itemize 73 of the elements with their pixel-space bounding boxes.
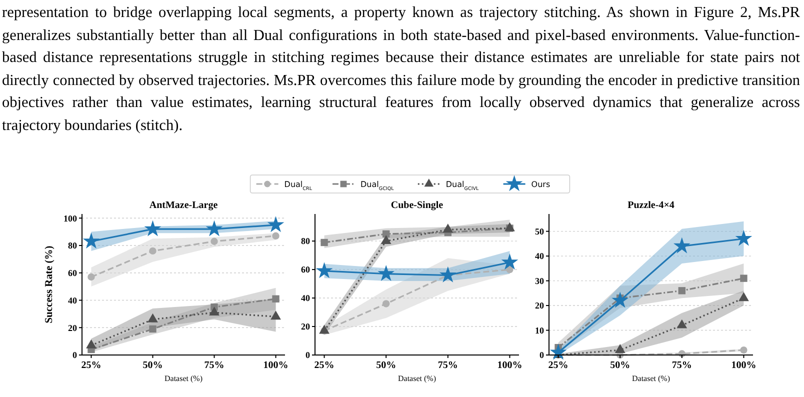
x-tick-label: 25% [548, 360, 568, 371]
x-tick-label: 25% [314, 360, 334, 371]
x-axis-title: Dataset (%) [164, 374, 203, 383]
legend-label: Ours [531, 180, 550, 189]
point [319, 324, 330, 334]
point [209, 306, 220, 316]
y-tick-label: 20 [68, 322, 78, 333]
point [82, 232, 100, 249]
point [612, 292, 629, 308]
point [316, 262, 333, 278]
point [149, 247, 156, 255]
point [149, 325, 156, 333]
point [378, 264, 395, 281]
y-tick-label: 50 [535, 226, 544, 236]
point [144, 220, 162, 236]
point [210, 238, 218, 245]
point [320, 238, 328, 246]
y-tick-label: 100 [64, 213, 78, 224]
chart-title: Puzzle-4×4 [628, 200, 674, 211]
y-tick-label: 0 [306, 350, 310, 360]
x-tick-label: 75% [438, 360, 458, 371]
y-tick-label: 40 [535, 251, 544, 262]
point [501, 254, 518, 270]
y-tick-label: 60 [68, 268, 78, 278]
point [442, 224, 454, 233]
x-tick-label: 50% [610, 360, 630, 371]
point [673, 237, 690, 254]
chart-title: AntMaze-Large [149, 200, 218, 211]
point [504, 222, 515, 232]
point [382, 300, 390, 308]
x-tick-label: 100% [497, 360, 522, 371]
y-tick-label: 80 [301, 236, 310, 246]
point [267, 216, 284, 232]
point [88, 273, 95, 281]
point [735, 230, 752, 246]
y-tick-label: 20 [535, 300, 544, 311]
point [86, 339, 96, 348]
y-tick-label: 40 [301, 293, 310, 304]
point [439, 266, 456, 282]
point [614, 344, 626, 354]
point [270, 310, 281, 320]
y-tick-label: 60 [301, 264, 310, 275]
y-tick-label: 80 [68, 240, 78, 251]
text: representation to bridge overlapping local segments, a property known as trajectory stitching. As shown in Figure 2, Ms.PR generalizes substantially better than all Dual configurations in both state-based and pixel-based environments. Value-function-based distance representations struggle in stitching regimes because their distance estimates are unreliable for state pairs not directly connected by observed trajectories. Ms.PR overcomes this failure mode by grounding the encoder in predictive transition objectives rather than value estimates, learning structural features from locally observed dynamics that generalize across trajectory boundaries (stitch). [2, 3, 800, 136]
point [272, 295, 280, 302]
x-tick-label: 100% [263, 360, 288, 371]
point [148, 313, 158, 322]
y-tick-label: 20 [301, 322, 310, 332]
point [676, 319, 688, 328]
x-tick-label: 100% [731, 360, 756, 371]
x-tick-label: 50% [376, 360, 396, 371]
point [740, 274, 748, 282]
y-tick-label: 40 [68, 295, 78, 306]
y-tick-label: 10 [535, 325, 544, 336]
x-tick-label: 25% [81, 360, 102, 371]
point [380, 235, 392, 244]
x-tick-label: 50% [142, 360, 163, 371]
x-tick-label: 75% [204, 360, 224, 371]
y-tick-label: 0 [72, 350, 78, 360]
y-axis-title: Success Rate (%) [44, 245, 55, 324]
y-tick-label: 0 [540, 350, 544, 360]
point [506, 266, 514, 274]
point [550, 344, 567, 360]
y-tick-label: 30 [535, 276, 544, 286]
x-axis-title: Dataset (%) [398, 374, 436, 383]
x-tick-label: 75% [672, 360, 692, 371]
x-axis-title: Dataset (%) [632, 374, 670, 383]
point [738, 292, 749, 302]
chart-title: Cube-Single [390, 200, 444, 211]
point [678, 287, 686, 294]
point [206, 220, 223, 236]
point [272, 232, 280, 240]
point [740, 346, 748, 354]
